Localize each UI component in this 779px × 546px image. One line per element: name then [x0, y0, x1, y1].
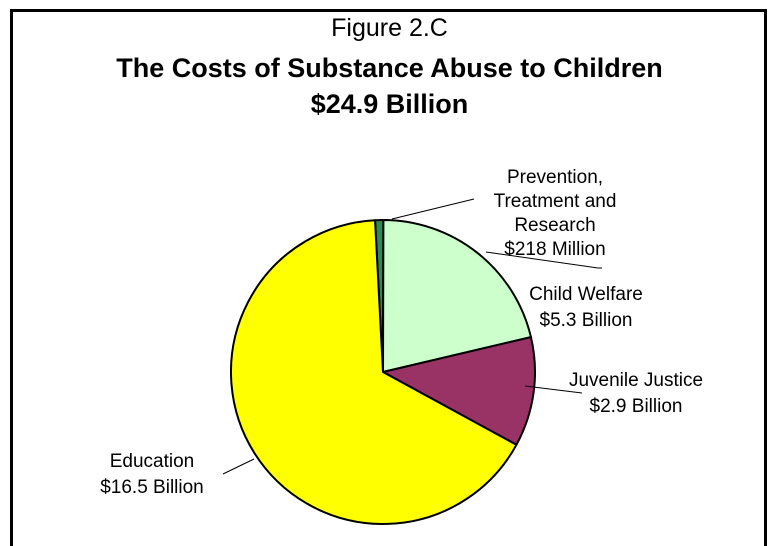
chart-title-main: The Costs of Substance Abuse to Children [116, 53, 663, 83]
slice-label-child-welfare: Child Welfare $5.3 Billion [529, 284, 643, 331]
slice-label-line: $218 Million [504, 239, 605, 260]
slice-label-juvenile-justice: Juvenile Justice $2.9 Billion [569, 370, 703, 417]
leader-line-3 [222, 458, 255, 475]
pie-slice-child-welfare [382, 219, 532, 373]
leader-line-0 [391, 198, 475, 220]
figure-label: Figure 2.C [331, 14, 448, 42]
slice-label-line: $2.9 Billion [590, 396, 683, 417]
slice-label-line: Juvenile Justice [569, 370, 703, 391]
slice-label-line: $5.3 Billion [540, 310, 633, 331]
chart-title-total: $24.9 Billion [310, 89, 469, 119]
slice-label-prevention-treatment-and-research: Prevention, Treatment and Research $218 Mil… [494, 167, 617, 260]
slice-label-line: Education [110, 451, 195, 472]
leader-line-2 [524, 385, 583, 394]
slice-label-line: $16.5 Billion [100, 477, 204, 498]
chart-title: The Costs of Substance Abuse to Children… [0, 50, 779, 122]
pie-slice-education [230, 219, 518, 526]
slice-label-line: Research [514, 215, 595, 236]
slice-label-line: Child Welfare [529, 284, 643, 305]
leader-line-1 [485, 251, 602, 269]
slice-label-line: Prevention, [507, 167, 603, 188]
pie-slice-juvenile-justice [382, 336, 536, 446]
slice-label-education: Education $16.5 Billion [100, 451, 204, 498]
slice-label-line: Treatment and [494, 191, 617, 212]
